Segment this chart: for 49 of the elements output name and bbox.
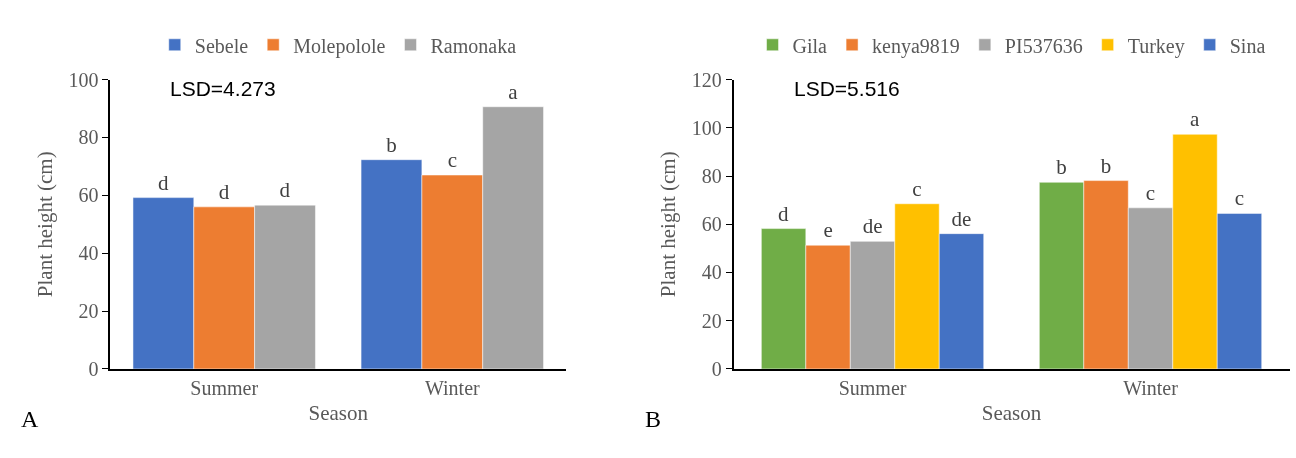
legend-label: PI537636 — [1004, 34, 1083, 57]
legend-label: Ramonaka — [430, 34, 517, 57]
data-label: c — [1234, 186, 1245, 211]
data-label: c — [1145, 180, 1156, 205]
data-label: b — [1100, 153, 1112, 178]
y-tick-label: 0 — [88, 357, 99, 380]
y-axis-title: Plant height (cm) — [33, 151, 58, 298]
text: A — [21, 406, 39, 432]
x-tick-label: Summer — [190, 376, 259, 399]
y-tick-label: 60 — [78, 184, 99, 207]
data-label: c — [912, 176, 922, 201]
data-label: de — [951, 206, 972, 231]
text: B — [645, 406, 662, 432]
data-label: d — [218, 179, 230, 204]
data-label: e — [823, 218, 833, 243]
y-tick-label: 100 — [68, 68, 99, 91]
data-label: b — [1056, 155, 1067, 180]
legend-label: Sina — [1229, 34, 1266, 57]
legend-label: Turkey — [1127, 34, 1185, 58]
y-tick-label: 40 — [701, 261, 722, 284]
y-tick-label: 0 — [711, 357, 722, 380]
y-tick-label: 20 — [78, 300, 99, 323]
x-axis-title: Season — [308, 401, 369, 426]
y-tick-label: 80 — [78, 126, 99, 149]
x-tick-label: Winter — [424, 376, 480, 399]
annotation: LSD=4.273 — [170, 77, 276, 100]
y-tick-label: 20 — [701, 309, 722, 332]
legend-label: Sebele — [194, 34, 249, 57]
x-tick-label: Winter — [1123, 376, 1179, 399]
data-label: d — [157, 170, 169, 195]
y-tick-label: 40 — [78, 242, 99, 265]
legend-label: kenya9819 — [872, 34, 960, 58]
x-tick-label: Summer — [838, 376, 907, 399]
annotation: LSD=5.516 — [794, 77, 900, 100]
y-tick-label: 80 — [701, 165, 722, 188]
data-label: a — [508, 79, 519, 104]
y-axis-title: Plant height (cm) — [656, 151, 681, 298]
y-tick-label: 60 — [701, 213, 722, 236]
data-label: d — [279, 178, 291, 203]
legend-label: Gila — [792, 34, 828, 57]
data-label: a — [1190, 107, 1201, 132]
legend-label: Molepolole — [293, 34, 386, 58]
data-label: b — [386, 132, 397, 157]
y-tick-label: 120 — [691, 68, 722, 91]
data-label: de — [862, 214, 883, 239]
data-label: c — [447, 148, 457, 173]
y-tick-label: 100 — [691, 116, 722, 139]
data-label: d — [778, 201, 790, 226]
x-axis-title: Season — [981, 401, 1042, 426]
